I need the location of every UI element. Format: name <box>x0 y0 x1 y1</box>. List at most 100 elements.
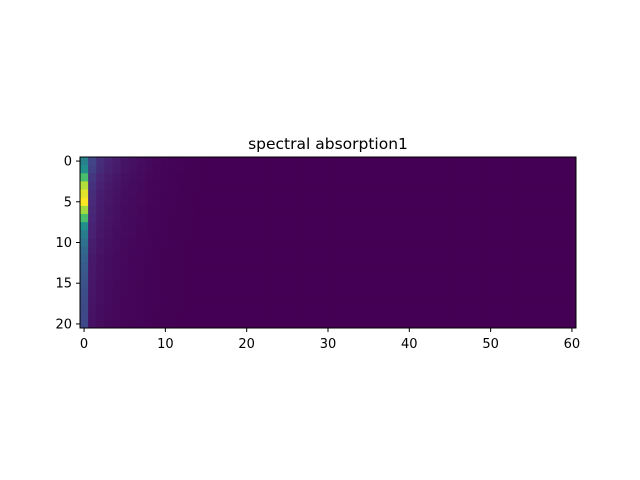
heatmap-cell <box>332 238 341 247</box>
heatmap-cell <box>104 173 113 182</box>
heatmap-cell <box>535 181 544 190</box>
heatmap-cell <box>543 238 553 247</box>
heatmap-cell <box>234 287 244 296</box>
heatmap-cell <box>462 238 471 247</box>
heatmap-cell <box>445 189 455 199</box>
heatmap-cell <box>153 214 162 223</box>
heatmap-cell <box>413 181 422 190</box>
heatmap-cell <box>535 246 544 256</box>
heatmap-cell <box>112 295 122 304</box>
heatmap-cell <box>364 262 374 272</box>
heatmap-cell <box>486 165 496 174</box>
heatmap-cell <box>364 279 374 288</box>
heatmap-cell <box>112 214 122 223</box>
x-tick-label: 40 <box>401 337 418 352</box>
heatmap-cell <box>128 157 138 166</box>
heatmap-cell <box>405 230 414 239</box>
heatmap-cell <box>275 303 284 313</box>
heatmap-cell <box>267 238 276 247</box>
heatmap-cell <box>136 279 146 288</box>
heatmap-cell <box>267 157 276 166</box>
heatmap-cell <box>185 303 195 313</box>
heatmap-cell <box>234 246 244 256</box>
heatmap-cell <box>226 319 235 329</box>
heatmap-cell <box>177 197 187 207</box>
heatmap-cell <box>454 254 463 264</box>
heatmap-cell <box>445 157 455 166</box>
heatmap-cell <box>161 157 170 166</box>
heatmap-cell <box>291 311 300 321</box>
heatmap-cell <box>96 262 105 272</box>
heatmap-cell <box>519 230 528 239</box>
heatmap-cell <box>128 181 138 190</box>
heatmap-cell <box>470 230 479 239</box>
heatmap-cell <box>267 246 276 256</box>
heatmap-cell <box>429 262 439 272</box>
heatmap-cell <box>258 279 268 288</box>
heatmap-cell <box>201 254 211 264</box>
heatmap-cell <box>250 222 260 231</box>
heatmap-cell <box>486 230 496 239</box>
heatmap-cell <box>218 165 227 174</box>
heatmap-cell <box>104 279 113 288</box>
heatmap-cell <box>340 222 349 231</box>
heatmap-cell <box>462 214 471 223</box>
heatmap-cell <box>315 319 325 329</box>
heatmap-cell <box>315 230 325 239</box>
heatmap-cell <box>153 157 162 166</box>
heatmap-cell <box>153 295 162 304</box>
heatmap-cell <box>242 271 252 280</box>
heatmap-cell <box>80 222 89 231</box>
heatmap-cell <box>96 205 105 215</box>
heatmap-cell <box>372 279 382 288</box>
heatmap-cell <box>112 181 122 190</box>
heatmap-cell <box>364 222 374 231</box>
heatmap-cell <box>145 303 154 313</box>
heatmap-cell <box>470 197 479 207</box>
heatmap-cell <box>323 319 333 329</box>
heatmap-cell <box>413 303 422 313</box>
heatmap-cell <box>519 157 528 166</box>
heatmap-cell <box>486 246 496 256</box>
heatmap-cell <box>80 205 89 215</box>
heatmap-cell <box>80 173 89 182</box>
heatmap-cell <box>486 279 496 288</box>
heatmap-cell <box>242 287 252 296</box>
heatmap-cell <box>104 246 113 256</box>
heatmap-cell <box>413 214 422 223</box>
heatmap-cell <box>201 205 211 215</box>
heatmap-cell <box>161 238 170 247</box>
heatmap-cell <box>242 279 252 288</box>
heatmap-cell <box>128 222 138 231</box>
heatmap-cell <box>543 271 553 280</box>
heatmap-cell <box>462 205 471 215</box>
heatmap-cell <box>372 238 382 247</box>
heatmap-cell <box>510 181 520 190</box>
heatmap-cell <box>437 238 447 247</box>
heatmap-cell <box>226 165 235 174</box>
heatmap-cell <box>104 214 113 223</box>
heatmap-cell <box>145 311 154 321</box>
heatmap-cell <box>421 303 431 313</box>
heatmap-cell <box>88 303 97 313</box>
heatmap-cell <box>323 254 333 264</box>
heatmap-cell <box>421 287 431 296</box>
heatmap-cell <box>218 173 227 182</box>
heatmap-cell <box>454 214 463 223</box>
heatmap-cell <box>551 319 561 329</box>
heatmap-cell <box>153 230 162 239</box>
heatmap-cell <box>510 246 520 256</box>
heatmap-cell <box>478 311 487 321</box>
heatmap-cell <box>567 222 577 231</box>
heatmap-cell <box>169 287 178 296</box>
heatmap-cell <box>226 222 235 231</box>
heatmap-cell <box>193 173 203 182</box>
heatmap-cell <box>510 205 520 215</box>
heatmap-cell <box>210 279 219 288</box>
heatmap-cell <box>250 205 260 215</box>
heatmap-cell <box>250 214 260 223</box>
heatmap-cell <box>112 230 122 239</box>
heatmap-cell <box>445 287 455 296</box>
heatmap-cell <box>340 189 349 199</box>
heatmap-cell <box>527 303 536 313</box>
